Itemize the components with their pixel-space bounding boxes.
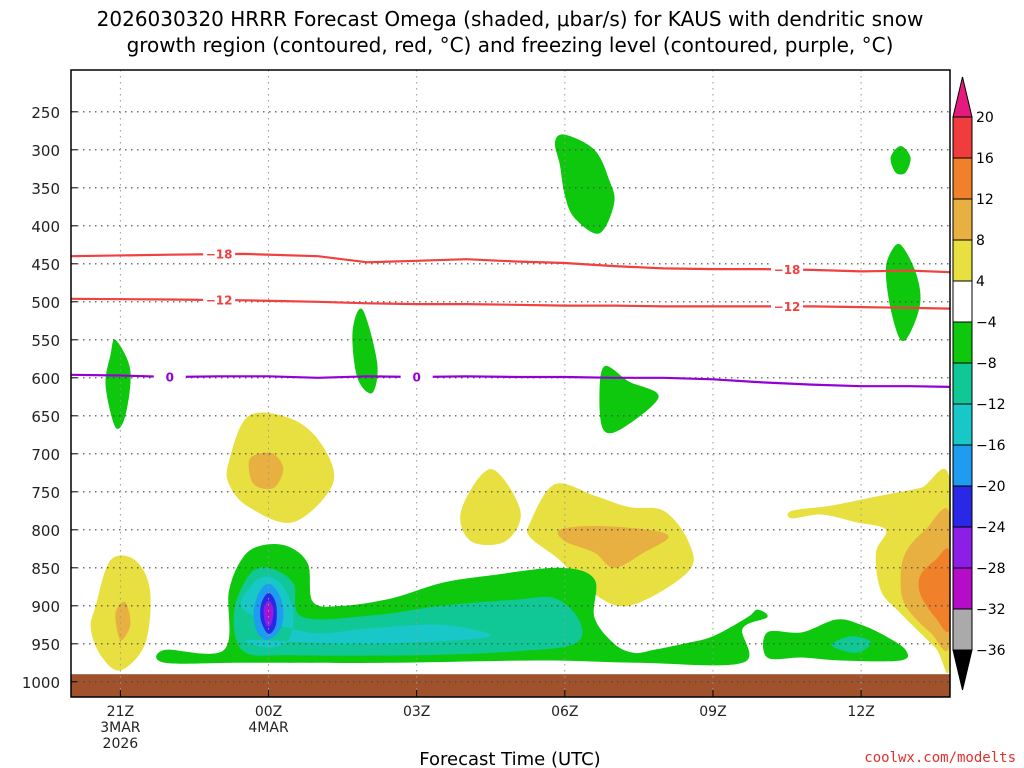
colorbar-label--28: −28 bbox=[976, 561, 1006, 577]
colorbar: 20 16 12 8 4 −4 −8 −12 −16 −20 −24 −28 −32 −36 bbox=[952, 76, 1006, 691]
plot-frame bbox=[70, 69, 951, 698]
colorbar-bin--24--20 bbox=[952, 485, 973, 528]
colorbar-bin--20--16 bbox=[952, 444, 973, 487]
y-tick-label-800: 800 bbox=[31, 522, 60, 540]
colorbar-bin--28--24 bbox=[952, 526, 973, 569]
contour-label-dgz-minus12-0: −12 bbox=[206, 294, 233, 308]
ground-fill bbox=[71, 674, 950, 697]
colorbar-bin--4-4 bbox=[952, 280, 973, 323]
credit-text[interactable]: coolwx.com/modelts bbox=[864, 750, 1016, 766]
colorbar-label--16: −16 bbox=[976, 438, 1006, 454]
y-tick-label-450: 450 bbox=[31, 256, 60, 274]
y-tick-label-650: 650 bbox=[31, 408, 60, 426]
omega-region-updraft-450-500-far-right bbox=[885, 243, 921, 342]
x-tick-label-06Z-0: 06Z bbox=[551, 704, 578, 720]
omega-region-updraft-600-left bbox=[105, 339, 131, 429]
colorbar-label--12: −12 bbox=[976, 397, 1006, 413]
y-axis-ticks: 250 300 350 400 450 500 550 600 650 700 750 800 850 9… bbox=[22, 104, 77, 692]
omega-region-downdraft-800-06Z-core bbox=[557, 526, 669, 568]
omega-region-updraft-300-400 bbox=[554, 134, 615, 234]
colorbar-bin-8-12 bbox=[952, 198, 973, 241]
y-tick-label-400: 400 bbox=[31, 218, 60, 236]
colorbar-label--36: −36 bbox=[976, 643, 1006, 659]
contour-label-dgz-minus12-1: −12 bbox=[774, 300, 801, 314]
colorbar-label-8: 8 bbox=[976, 233, 985, 249]
colorbar-label-4: 4 bbox=[976, 274, 985, 290]
y-tick-label-1000: 1000 bbox=[22, 674, 60, 692]
colorbar-under-triangle bbox=[952, 649, 973, 691]
x-tick-label-00Z-0: 00Z bbox=[255, 704, 282, 720]
x-axis-label: Forecast Time (UTC) bbox=[419, 749, 600, 768]
omega-region-updraft-900-950-right bbox=[762, 619, 909, 662]
contour-label-bg-dgz-minus12-1 bbox=[771, 299, 804, 314]
x-tick-label-12Z-0: 12Z bbox=[847, 704, 874, 720]
contour-dgz-minus18 bbox=[71, 252, 950, 274]
contour-label-bg-dgz-minus12-0 bbox=[203, 293, 236, 308]
colorbar-label--20: −20 bbox=[976, 479, 1006, 495]
y-tick-label-900: 900 bbox=[31, 598, 60, 616]
contour-label-dgz-minus18-1: −18 bbox=[774, 263, 801, 277]
y-tick-label-550: 550 bbox=[31, 332, 60, 350]
colorbar-bin-4-8 bbox=[952, 239, 973, 282]
temperature-contours: −18 −18 −12 −12 0 0 bbox=[71, 247, 950, 388]
x-tick-label-03Z-0: 03Z bbox=[403, 704, 430, 720]
y-tick-label-300: 300 bbox=[31, 142, 60, 160]
contour-label-bg-freezing-level-0-0 bbox=[153, 370, 186, 385]
colorbar-bin-16-20 bbox=[952, 116, 973, 159]
y-tick-label-500: 500 bbox=[31, 294, 60, 312]
omega-region-downdraft-900-left-core bbox=[115, 601, 131, 641]
y-tick-label-850: 850 bbox=[31, 560, 60, 578]
omega-region-downdraft-750-03Z bbox=[460, 469, 521, 546]
contour-label-dgz-minus18-0: −18 bbox=[206, 248, 233, 262]
colorbar-label--4: −4 bbox=[976, 315, 997, 331]
contour-label-freezing-level-0-1: 0 bbox=[412, 371, 420, 385]
colorbar-label-16: 16 bbox=[976, 151, 994, 167]
colorbar-bin--16--12 bbox=[952, 403, 973, 446]
x-tick-label-21Z-1: 3MAR bbox=[100, 720, 141, 736]
omega-region-updraft-core-880-900 bbox=[240, 576, 492, 648]
omega-region-downdraft-700-core bbox=[248, 452, 284, 490]
colorbar-bin--36--32 bbox=[952, 608, 973, 651]
colorbar-bin-12-16 bbox=[952, 157, 973, 200]
x-tick-label-09Z-0: 09Z bbox=[699, 704, 726, 720]
omega-region-updraft-550-600 bbox=[352, 308, 378, 394]
ground-layer bbox=[71, 674, 950, 697]
chart-title-line1: 2026030320 HRRR Forecast Omega (shaded, … bbox=[97, 7, 924, 31]
y-tick-label-250: 250 bbox=[31, 104, 60, 122]
contour-label-bg-freezing-level-0-1 bbox=[400, 370, 433, 385]
omega-region-updraft-300-far-right bbox=[890, 146, 911, 175]
chart-title-line2: growth region (contoured, red, °C) and f… bbox=[127, 33, 894, 57]
omega-region-updraft-600-650-mid bbox=[599, 365, 659, 434]
contour-label-freezing-level-0-0: 0 bbox=[166, 371, 174, 385]
contour-label-bg-dgz-minus18-1 bbox=[771, 262, 804, 277]
contour-label-bg-dgz-minus18-0 bbox=[203, 247, 236, 262]
omega-region-downdraft-850-right-core bbox=[918, 548, 950, 633]
y-tick-label-750: 750 bbox=[31, 484, 60, 502]
contour-dgz-minus12 bbox=[71, 297, 950, 310]
x-tick-label-21Z-0: 21Z bbox=[107, 704, 134, 720]
colorbar-over-triangle bbox=[952, 76, 973, 118]
colorbar-label-20: 20 bbox=[976, 110, 994, 126]
y-tick-label-600: 600 bbox=[31, 370, 60, 388]
colorbar-label--24: −24 bbox=[976, 520, 1006, 536]
colorbar-label-12: 12 bbox=[976, 192, 994, 208]
y-tick-label-700: 700 bbox=[31, 446, 60, 464]
y-tick-label-950: 950 bbox=[31, 636, 60, 654]
colorbar-bin--8--4 bbox=[952, 321, 973, 364]
x-tick-label-21Z-2: 2026 bbox=[103, 736, 139, 752]
colorbar-label--8: −8 bbox=[976, 356, 997, 372]
x-tick-label-00Z-1: 4MAR bbox=[248, 720, 289, 736]
y-tick-label-350: 350 bbox=[31, 180, 60, 198]
contour-freezing-level-0 bbox=[71, 373, 950, 388]
colorbar-bin--32--28 bbox=[952, 567, 973, 610]
colorbar-label--32: −32 bbox=[976, 602, 1006, 618]
omega-shaded-regions bbox=[90, 134, 950, 674]
omega-region-updraft-core-900-magenta bbox=[266, 605, 271, 620]
colorbar-bin--12--8 bbox=[952, 362, 973, 405]
omega-region-downdraft-800-right bbox=[787, 468, 950, 674]
